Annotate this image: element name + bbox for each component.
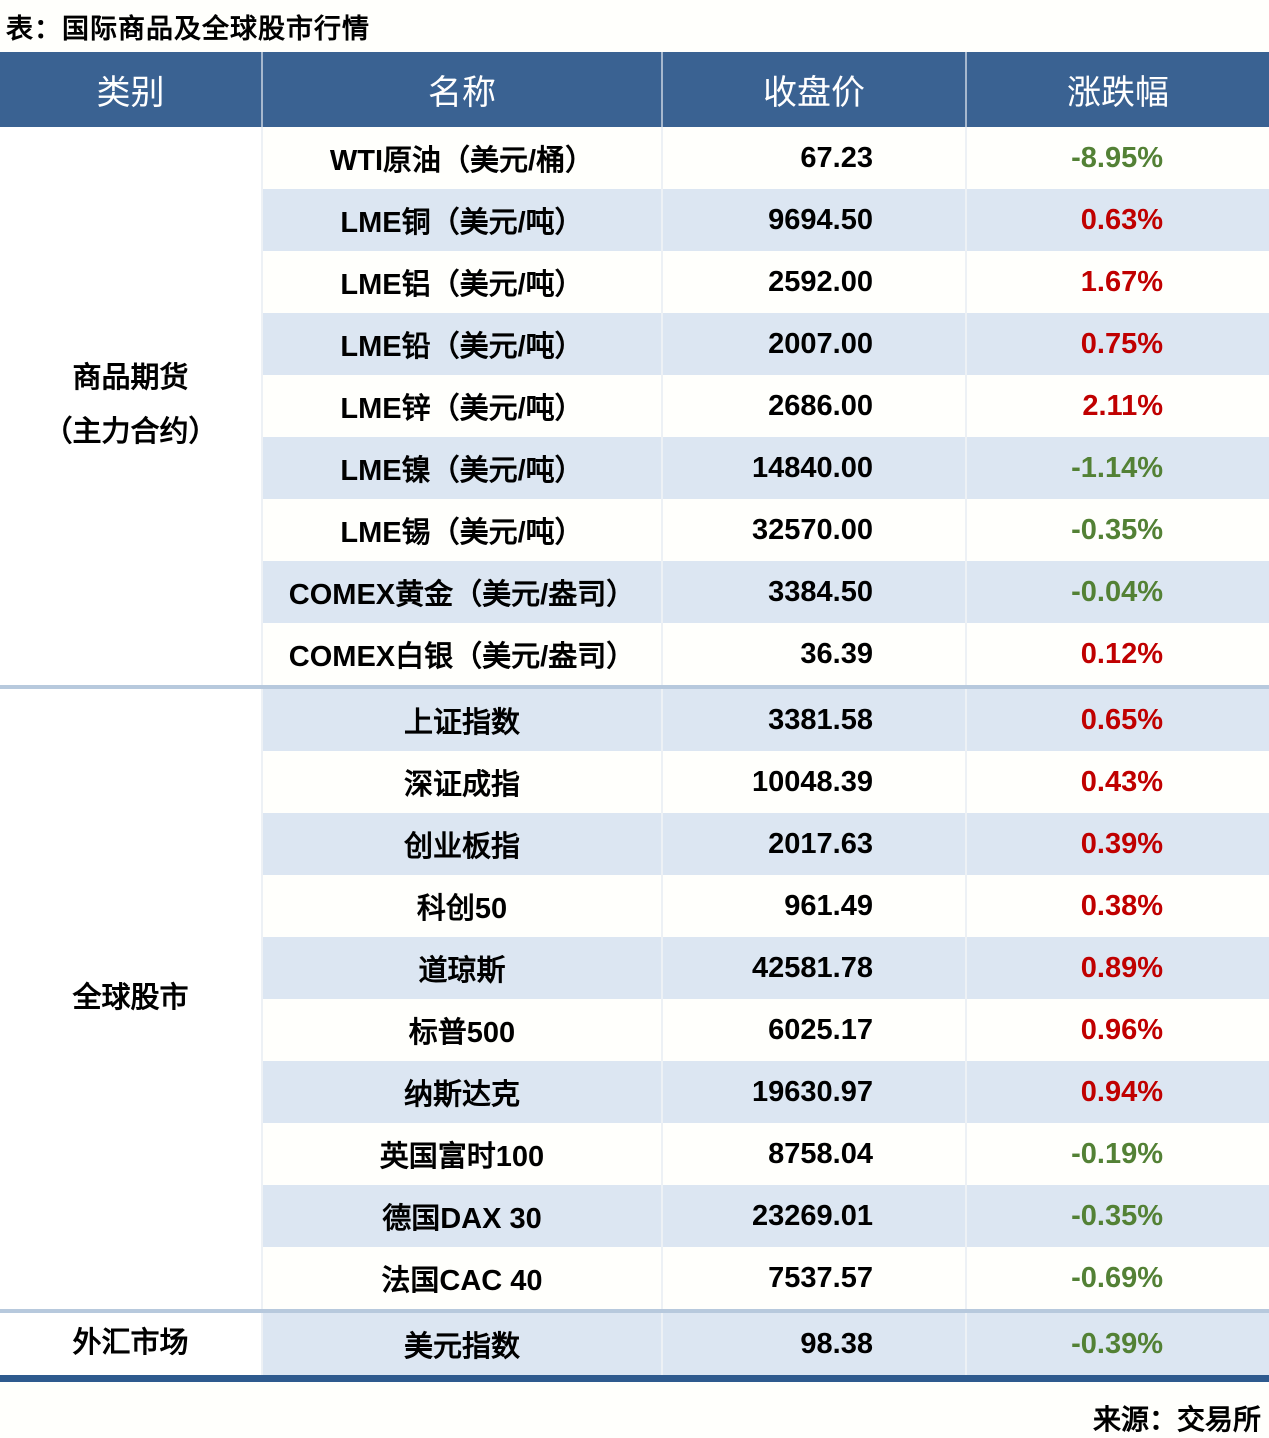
name-cell: 上证指数 bbox=[262, 685, 663, 751]
table-row: LME铅（美元/吨） 2007.00 0.75% bbox=[0, 313, 1269, 375]
name-cell: LME锌（美元/吨） bbox=[262, 375, 663, 437]
table-row: 英国富时100 8758.04 -0.19% bbox=[0, 1123, 1269, 1185]
close-cell: 36.39 bbox=[662, 623, 967, 687]
name-cell: LME铜（美元/吨） bbox=[262, 189, 663, 251]
close-cell: 19630.97 bbox=[662, 1061, 967, 1123]
table-row: COMEX黄金（美元/盎司） 3384.50 -0.04% bbox=[0, 561, 1269, 623]
table-row: 纳斯达克 19630.97 0.94% bbox=[0, 1061, 1269, 1123]
source-note: 来源：交易所 bbox=[1092, 1404, 1261, 1435]
name-cell: LME锡（美元/吨） bbox=[262, 499, 663, 561]
change-cell: 0.12% bbox=[1080, 637, 1163, 670]
category-cell-global-stocks: 全球股市 bbox=[0, 685, 263, 1311]
quotes-table: 类别 名称 收盘价 涨跌幅 商品期货 （主力合约） WTI原油（美元/桶） 67… bbox=[0, 52, 1269, 1375]
close-cell: 67.23 bbox=[662, 127, 967, 189]
name-cell: 法国CAC 40 bbox=[262, 1247, 663, 1311]
change-cell: 0.89% bbox=[966, 937, 1269, 999]
column-header-category: 类别 bbox=[0, 52, 263, 127]
table-row: LME锌（美元/吨） 2686.00 2.11% bbox=[0, 375, 1269, 437]
close-cell: 3384.50 bbox=[662, 561, 967, 623]
close-cell: 2686.00 bbox=[662, 375, 967, 437]
close-cell: 32570.00 bbox=[662, 499, 967, 561]
change-cell: 2.11% bbox=[1082, 389, 1163, 422]
table-row: 外汇市场 美元指数 98.38 -0.39% bbox=[0, 1309, 1269, 1375]
close-cell: 8758.04 bbox=[662, 1123, 967, 1185]
category-cell-forex: 外汇市场 bbox=[0, 1309, 263, 1375]
close-cell: 98.38 bbox=[662, 1309, 967, 1375]
close-cell: 2592.00 bbox=[662, 251, 967, 313]
name-cell: 美元指数 bbox=[262, 1309, 663, 1375]
name-cell: LME铅（美元/吨） bbox=[262, 313, 663, 375]
close-cell: 961.49 bbox=[662, 875, 967, 937]
close-cell: 23269.01 bbox=[662, 1185, 967, 1247]
change-cell: 0.65% bbox=[966, 685, 1269, 751]
table-row: LME镍（美元/吨） 14840.00 -1.14% bbox=[0, 437, 1269, 499]
close-cell: 7537.57 bbox=[662, 1247, 967, 1311]
header-row: 类别 名称 收盘价 涨跌幅 bbox=[0, 52, 1269, 127]
table-row: 道琼斯 42581.78 0.89% bbox=[0, 937, 1269, 999]
table-row: 法国CAC 40 7537.57 -0.69% bbox=[0, 1247, 1269, 1311]
page-title: 表：国际商品及全球股市行情 bbox=[6, 14, 370, 44]
name-cell: 科创50 bbox=[262, 875, 663, 937]
name-cell: 德国DAX 30 bbox=[262, 1185, 663, 1247]
table-row: 德国DAX 30 23269.01 -0.35% bbox=[0, 1185, 1269, 1247]
name-cell: WTI原油（美元/桶） bbox=[262, 127, 663, 189]
close-cell: 14840.00 bbox=[662, 437, 967, 499]
change-cell: -0.35% bbox=[1071, 513, 1163, 546]
close-cell: 9694.50 bbox=[662, 189, 967, 251]
close-cell: 6025.17 bbox=[662, 999, 967, 1061]
table-row: LME锡（美元/吨） 32570.00 -0.35% bbox=[0, 499, 1269, 561]
table-row: 科创50 961.49 0.38% bbox=[0, 875, 1269, 937]
close-cell: 10048.39 bbox=[662, 751, 967, 813]
table-body: 商品期货 （主力合约） WTI原油（美元/桶） 67.23 -8.95% LME… bbox=[0, 127, 1269, 1375]
change-cell: 0.39% bbox=[966, 813, 1269, 875]
name-cell: 道琼斯 bbox=[262, 937, 663, 999]
change-cell: 0.94% bbox=[966, 1061, 1269, 1123]
change-cell: -0.35% bbox=[966, 1185, 1269, 1247]
change-cell: -0.19% bbox=[1071, 1137, 1163, 1170]
column-header-close: 收盘价 bbox=[662, 52, 967, 127]
table-row: 全球股市 上证指数 3381.58 0.65% bbox=[0, 685, 1269, 1311]
change-cell: -8.95% bbox=[1071, 141, 1163, 174]
table-row: 商品期货 （主力合约） WTI原油（美元/桶） 67.23 -8.95% bbox=[0, 127, 1269, 687]
close-cell: 3381.58 bbox=[662, 685, 967, 751]
change-cell: -0.39% bbox=[966, 1309, 1269, 1375]
table-row: LME铝（美元/吨） 2592.00 1.67% bbox=[0, 251, 1269, 313]
table-row: 深证成指 10048.39 0.43% bbox=[0, 751, 1269, 813]
name-cell: 创业板指 bbox=[262, 813, 663, 875]
close-cell: 42581.78 bbox=[662, 937, 967, 999]
name-cell: 深证成指 bbox=[262, 751, 663, 813]
name-cell: 标普500 bbox=[262, 999, 663, 1061]
name-cell: LME铝（美元/吨） bbox=[262, 251, 663, 313]
change-cell: 0.96% bbox=[1080, 1013, 1163, 1046]
change-cell: 1.67% bbox=[1080, 265, 1163, 298]
change-cell: 0.63% bbox=[966, 189, 1269, 251]
name-cell: LME镍（美元/吨） bbox=[262, 437, 663, 499]
name-cell: COMEX黄金（美元/盎司） bbox=[262, 561, 663, 623]
column-header-name: 名称 bbox=[262, 52, 663, 127]
table-row: 创业板指 2017.63 0.39% bbox=[0, 813, 1269, 875]
close-cell: 2017.63 bbox=[662, 813, 967, 875]
table-row: LME铜（美元/吨） 9694.50 0.63% bbox=[0, 189, 1269, 251]
category-cell-commodities: 商品期货 （主力合约） bbox=[0, 127, 263, 687]
table-row: COMEX白银（美元/盎司） 36.39 0.12% bbox=[0, 623, 1269, 687]
name-cell: 英国富时100 bbox=[262, 1123, 663, 1185]
table-header: 类别 名称 收盘价 涨跌幅 bbox=[0, 52, 1269, 127]
change-cell: 0.43% bbox=[1080, 765, 1163, 798]
change-cell: -0.69% bbox=[1071, 1261, 1163, 1294]
name-cell: 纳斯达克 bbox=[262, 1061, 663, 1123]
column-header-change: 涨跌幅 bbox=[966, 52, 1269, 127]
close-cell: 2007.00 bbox=[662, 313, 967, 375]
change-cell: -0.04% bbox=[966, 561, 1269, 623]
table-row: 标普500 6025.17 0.96% bbox=[0, 999, 1269, 1061]
name-cell: COMEX白银（美元/盎司） bbox=[262, 623, 663, 687]
change-cell: 0.38% bbox=[1080, 889, 1163, 922]
change-cell: 0.75% bbox=[966, 313, 1269, 375]
table-bottom-rule bbox=[0, 1375, 1269, 1382]
change-cell: -1.14% bbox=[966, 437, 1269, 499]
